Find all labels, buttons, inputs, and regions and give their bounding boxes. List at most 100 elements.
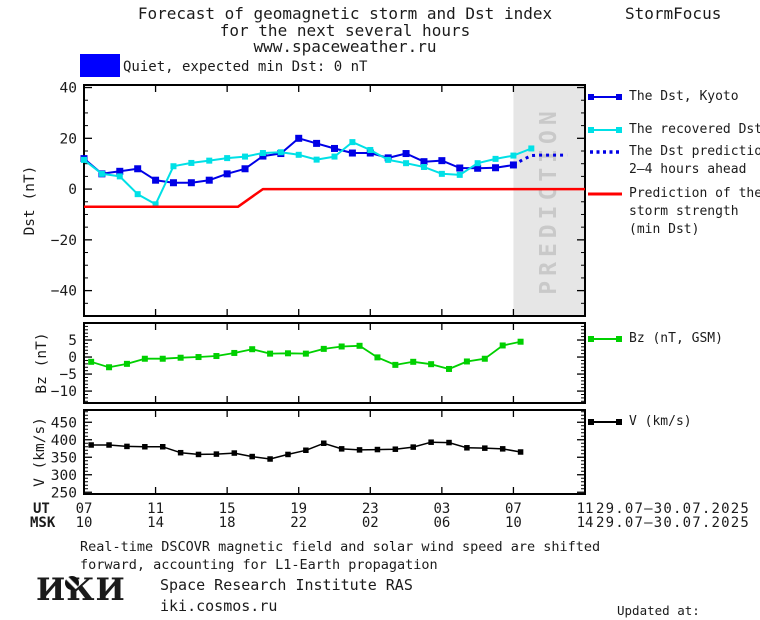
- bz-nt-gsm-marker: [392, 361, 399, 368]
- v-km-s-marker: [374, 446, 381, 453]
- y-tick-label: 0: [68, 182, 77, 198]
- bz-nt-gsm-marker: [463, 358, 470, 365]
- v-km-s-marker: [213, 451, 220, 457]
- v-km-s-marker: [124, 443, 130, 450]
- the-recovered-dst-marker: [367, 146, 374, 153]
- v-km-s-marker: [428, 439, 434, 445]
- y-tick-label: 400: [51, 433, 77, 449]
- v-km-s-marker: [338, 446, 345, 452]
- y-axis-title: Bz (nT): [34, 332, 50, 393]
- v-km-s-marker: [410, 444, 416, 450]
- the-recovered-dst-marker: [420, 163, 427, 170]
- the-recovered-dst-marker: [98, 170, 105, 177]
- the-dst-kyoto-marker: [348, 149, 356, 157]
- bz-nt-gsm-marker: [159, 355, 166, 362]
- the-dst-kyoto-marker: [420, 158, 428, 166]
- bz-nt-gsm-marker: [481, 355, 488, 362]
- y-axis-title: V (km/s): [32, 417, 48, 487]
- v-km-s-marker: [321, 440, 327, 446]
- the-dst-kyoto-marker: [474, 164, 482, 172]
- x-tick-label: 02: [361, 515, 379, 531]
- the-recovered-dst-marker: [456, 171, 463, 178]
- v-km-s-marker: [267, 456, 273, 462]
- v-km-s-marker: [177, 449, 184, 456]
- the-dst-kyoto-marker: [331, 144, 338, 152]
- v-km-s-marker: [517, 449, 524, 455]
- v-km-s-marker: [249, 453, 255, 460]
- bz-nt-gsm-marker: [428, 361, 435, 368]
- the-recovered-dst-marker: [385, 156, 392, 163]
- legend-item: Prediction of the storm strength (min Dst): [588, 185, 760, 239]
- bz-nt-gsm-marker: [213, 353, 220, 360]
- the-recovered-dst-marker: [259, 150, 266, 157]
- the-recovered-dst-marker: [474, 160, 481, 167]
- note-line2: forward, accounting for L1-Earth propaga…: [80, 556, 438, 573]
- legend-label: The Dst, Kyoto: [629, 89, 739, 104]
- bz-nt-gsm-marker: [374, 354, 381, 361]
- iki-logo-ball-icon: [65, 576, 79, 590]
- y-tick-label: −20: [51, 233, 77, 249]
- brand-label: StormFocus: [625, 4, 722, 23]
- v-km-s-marker: [231, 450, 238, 456]
- the-recovered-dst-marker: [81, 156, 87, 163]
- data-source-note: Real-time DSCOVR magnetic field and sola…: [80, 539, 600, 574]
- the-dst-kyoto-marker: [295, 134, 303, 142]
- ut-date-range: 29.07–30.07.2025: [596, 501, 751, 517]
- legend-label: Bz (nT, GSM): [629, 331, 723, 346]
- x-tick-label: 06: [433, 515, 451, 531]
- v-km-s-marker: [106, 442, 112, 448]
- x-tick-label: 23: [361, 501, 379, 517]
- bz-nt-gsm-marker: [231, 349, 238, 356]
- legend-label: The recovered Dst: [629, 122, 760, 137]
- bz-nt-gsm-marker: [106, 364, 113, 371]
- the-dst-kyoto-marker: [169, 179, 177, 187]
- panel-dst: PREDICTION 40 20 0 −20 −40 Dst (nT): [22, 81, 586, 317]
- legend-swatch: [590, 150, 620, 154]
- y-tick-label: 40: [60, 81, 77, 97]
- legend-item: The Dst prediction 2–4 hours ahead: [588, 143, 760, 179]
- v-km-s-marker: [142, 444, 148, 450]
- the-recovered-dst-marker: [438, 170, 445, 177]
- v-km-s-marker: [392, 446, 399, 452]
- bz-nt-gsm-marker: [284, 350, 291, 357]
- the-dst-kyoto-marker: [438, 157, 446, 165]
- panel-border: [83, 84, 586, 317]
- the-dst-kyoto-marker: [492, 164, 500, 172]
- the-dst-kyoto-marker: [402, 150, 410, 158]
- the-dst-kyoto-marker: [241, 165, 249, 173]
- legend-swatch: [588, 127, 622, 133]
- x-tick-label: 14: [576, 515, 594, 531]
- legend-label: 2–4 hours ahead: [629, 162, 747, 177]
- y-tick-label: −40: [51, 284, 77, 300]
- panel-border: [83, 322, 586, 404]
- the-dst-kyoto-marker: [205, 176, 213, 184]
- the-recovered-dst-marker: [116, 173, 123, 180]
- quiet-level-swatch: [80, 54, 120, 77]
- bz-nt-gsm-marker: [356, 342, 363, 349]
- y-tick-label: 5: [68, 333, 77, 349]
- the-recovered-dst-marker: [170, 163, 177, 170]
- the-dst-kyoto-line: [83, 137, 514, 184]
- the-recovered-dst-marker: [242, 153, 249, 160]
- x-tick-label: 15: [218, 501, 236, 517]
- the-recovered-dst-marker: [295, 151, 302, 158]
- the-dst-kyoto-marker: [152, 176, 160, 184]
- legend-swatch: [588, 94, 622, 100]
- the-recovered-dst-marker: [224, 155, 231, 162]
- bz-nt-gsm-marker: [410, 358, 417, 365]
- the-recovered-dst-marker: [313, 156, 320, 163]
- status-label: Quiet, expected min Dst: 0 nT: [123, 59, 368, 75]
- prediction-of-the-storm-strength-min-dst-line: [84, 187, 585, 209]
- bz-nt-gsm-marker: [499, 342, 506, 349]
- updated-block: Updated at: UT 07:05, 30.07.2025 MSK 10:…: [617, 565, 760, 620]
- x-tick-label: 18: [218, 515, 236, 531]
- y-tick-label: 450: [51, 415, 77, 431]
- the-recovered-dst-marker: [188, 159, 195, 166]
- page-subtitle: for the next several hours: [219, 21, 471, 40]
- y-tick-label: 250: [51, 485, 77, 501]
- msk-date-range: 29.07–30.07.2025: [596, 515, 751, 531]
- bz-nt-gsm-marker: [446, 365, 453, 372]
